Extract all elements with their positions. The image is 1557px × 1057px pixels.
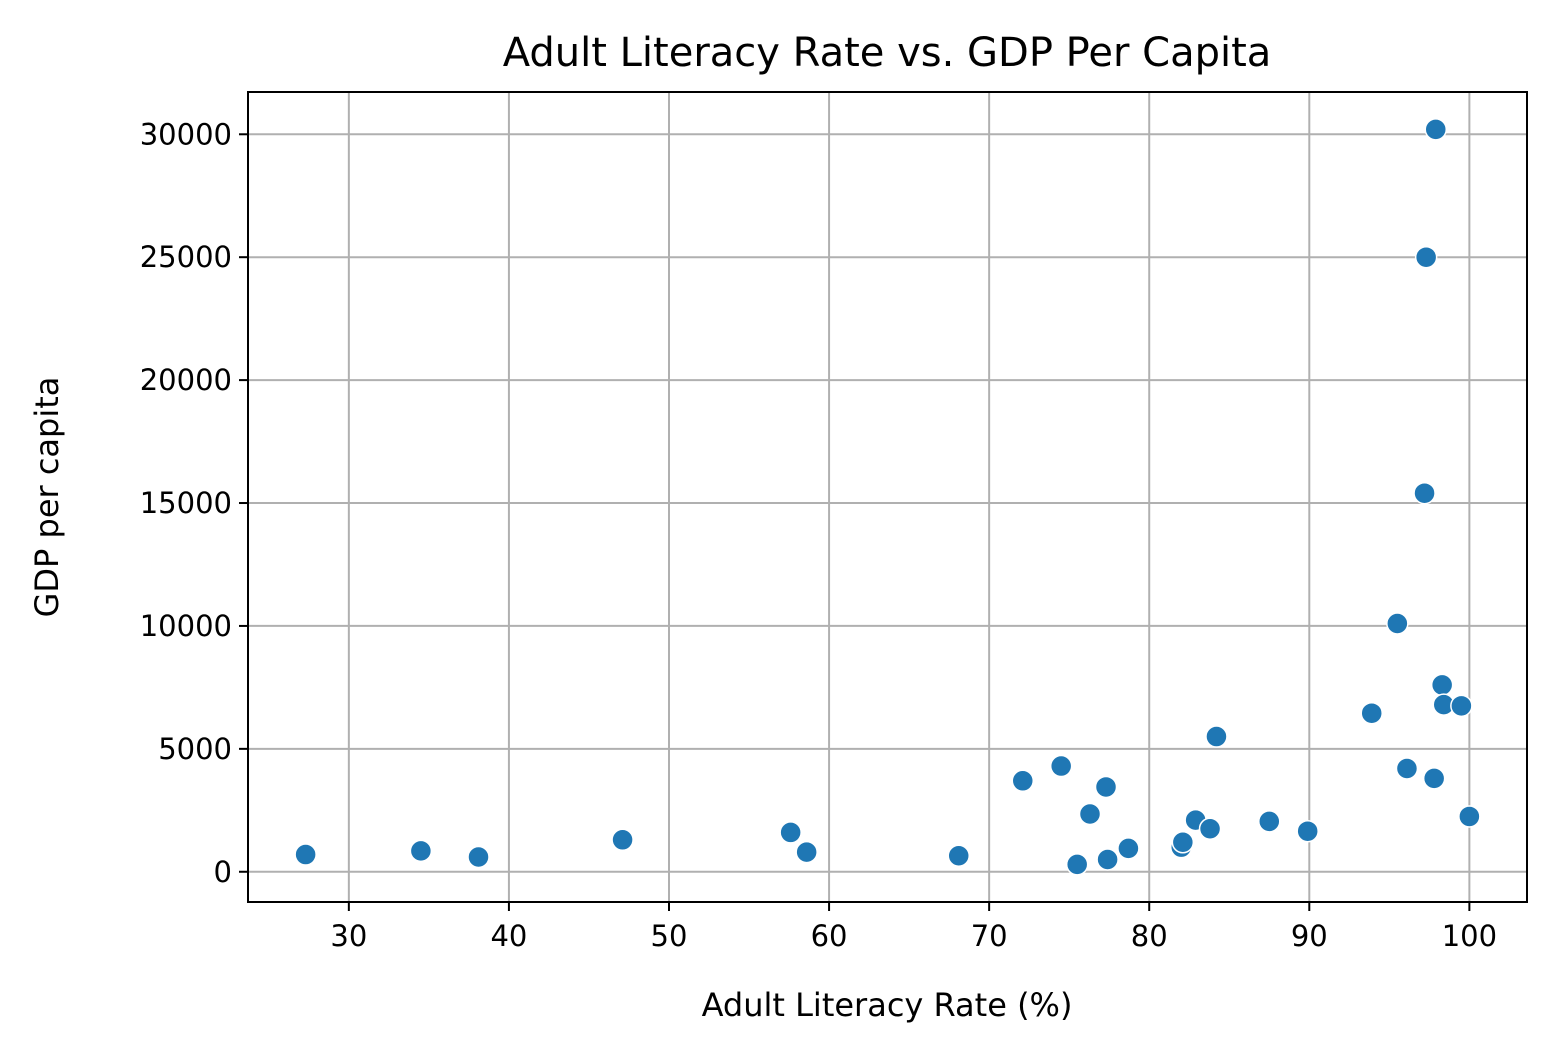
- data-point: [1171, 831, 1195, 854]
- x-tick-label: 90: [1291, 919, 1328, 953]
- grid: [248, 92, 1527, 902]
- y-tick-label: 20000: [140, 363, 232, 397]
- x-tick-label: 80: [1131, 919, 1168, 953]
- data-point: [947, 844, 970, 868]
- chart-title: Adult Literacy Rate vs. GDP Per Capita: [503, 30, 1272, 76]
- data-point: [1078, 802, 1102, 826]
- data-point: [1458, 805, 1481, 828]
- x-axis-label: Adult Literacy Rate (%): [702, 986, 1073, 1024]
- data-point: [611, 828, 634, 852]
- x-tick-label: 50: [651, 919, 688, 953]
- y-tick-label: 5000: [158, 732, 232, 766]
- x-tick-label: 70: [971, 919, 1008, 953]
- ticks: 30 40 50 60 70 80 90 100 0 5000 10000 15000 20000 250…: [140, 117, 1497, 953]
- data-point: [1413, 481, 1436, 505]
- data-point: [1360, 701, 1383, 725]
- y-tick-label: 10000: [140, 609, 232, 643]
- data-point: [1205, 725, 1228, 748]
- y-tick-label: 15000: [140, 486, 232, 520]
- data-point: [1117, 837, 1140, 860]
- x-tick-label: 100: [1442, 919, 1497, 953]
- data-point: [1296, 819, 1319, 843]
- data-point: [779, 821, 802, 844]
- y-axis-label: GDP per capita: [28, 377, 66, 618]
- data-point: [1386, 612, 1409, 635]
- data-point: [1430, 673, 1454, 697]
- data-point: [1065, 853, 1089, 876]
- data-point: [795, 840, 818, 864]
- data-point: [1414, 245, 1438, 269]
- y-tick-label: 0: [214, 855, 232, 889]
- x-tick-label: 60: [811, 919, 848, 953]
- data-point: [409, 839, 433, 863]
- data-point: [1096, 848, 1119, 871]
- data-point: [1258, 810, 1281, 833]
- y-tick-label: 30000: [140, 117, 232, 151]
- axes-frame: [247, 91, 1528, 903]
- data-point: [1049, 754, 1073, 778]
- data-point: [1198, 817, 1222, 840]
- x-tick-label: 30: [330, 919, 367, 953]
- data-point: [1422, 767, 1446, 790]
- y-tick-label: 25000: [140, 240, 232, 274]
- data-point: [1450, 694, 1473, 718]
- data-point: [1094, 775, 1118, 799]
- data-point: [1424, 118, 1448, 141]
- data-point: [1011, 769, 1035, 793]
- x-tick-label: 40: [490, 919, 527, 953]
- data-points: [294, 118, 1481, 876]
- data-point: [1395, 757, 1419, 780]
- data-point: [294, 843, 317, 866]
- data-point: [467, 845, 490, 869]
